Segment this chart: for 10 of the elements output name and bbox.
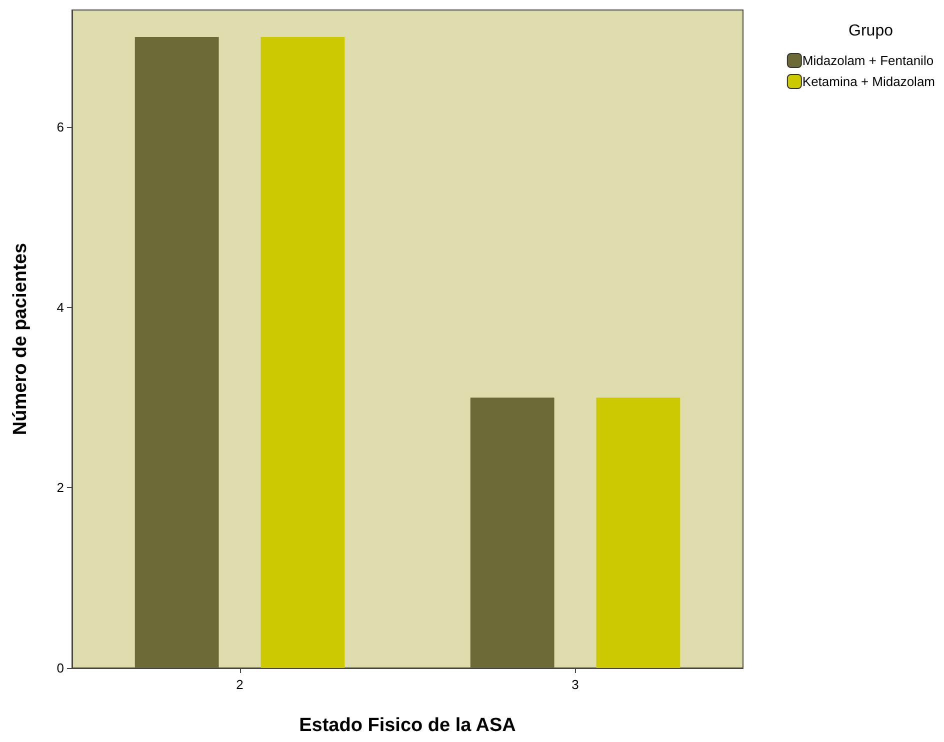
y-tick-label: 6 (56, 120, 64, 135)
y-tick-label: 4 (56, 300, 64, 315)
x-tick-label: 3 (572, 677, 579, 692)
y-tick-label: 0 (56, 660, 64, 676)
y-tick-label: 2 (56, 480, 64, 496)
x-axis-title: Estado Fisico de la ASA (299, 715, 516, 736)
legend-label: Midazolam + Fentanilo (802, 53, 934, 68)
y-axis-title: Número de pacientes (10, 242, 31, 436)
legend-title: Grupo (848, 22, 894, 40)
legend-label: Ketamina + Midazolam (802, 74, 936, 89)
